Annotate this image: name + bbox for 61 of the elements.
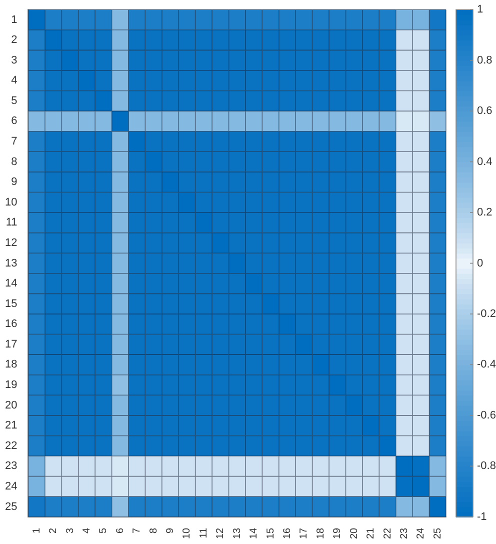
x-tick-label: 19 (332, 527, 344, 539)
color-bar-label: -0.2 (477, 308, 496, 320)
y-tick-label: 25 (4, 500, 18, 513)
color-bar-label: 0.4 (477, 156, 492, 168)
x-tick-label: 12 (215, 527, 226, 539)
x-tick-label: 9 (165, 527, 176, 534)
x-tick-label: 2 (48, 527, 60, 534)
y-tick-label: 10 (4, 196, 18, 208)
x-tick-label: 3 (64, 527, 76, 534)
x-tick-label: 7 (132, 527, 143, 534)
y-tick-label: 23 (4, 460, 18, 472)
y-tick-label: 20 (4, 399, 18, 412)
y-tick-label: 13 (4, 257, 18, 270)
y-tick-label: 2 (11, 34, 18, 46)
x-tick-label: 14 (248, 527, 260, 539)
y-tick-label: 8 (11, 156, 18, 168)
color-bar-label: 0 (477, 257, 484, 270)
y-tick-label: 11 (6, 216, 18, 229)
color-bar-label: -0.4 (477, 358, 496, 371)
color-bar-label: 0.2 (477, 206, 492, 219)
y-tick-label: 24 (4, 480, 18, 492)
y-tick-label: 7 (11, 136, 18, 148)
x-tick-label: 10 (182, 527, 193, 539)
x-tick-label: 24 (416, 527, 427, 539)
y-tick-label: 3 (11, 54, 18, 66)
y-tick-label: 4 (11, 74, 18, 87)
x-tick-label: 1 (31, 527, 42, 534)
color-bar-label: -1 (477, 510, 487, 523)
x-tick-label: 21 (366, 527, 377, 539)
x-tick-label: 8 (148, 527, 160, 534)
x-tick-label: 18 (315, 527, 326, 539)
x-tick-label: 16 (282, 527, 293, 539)
x-tick-label: 25 (432, 527, 444, 539)
y-tick-label: 9 (11, 176, 18, 188)
y-tick-label: 16 (4, 318, 18, 330)
y-tick-label: 6 (11, 115, 18, 128)
x-tick-label: 23 (398, 527, 410, 539)
color-bar-label: 1 (477, 4, 484, 16)
x-tick-label: 13 (232, 527, 243, 539)
y-tick-label: 22 (4, 440, 18, 452)
color-bar-label: 0.6 (477, 105, 492, 118)
y-tick-label: 17 (4, 338, 18, 350)
y-tick-label: 12 (4, 236, 18, 249)
color-bar-label: -0.6 (477, 409, 496, 422)
y-tick-label: 1 (11, 14, 18, 26)
x-tick-label: 6 (114, 527, 126, 534)
y-tick-label: 18 (4, 358, 18, 371)
y-tick-label: 21 (4, 420, 18, 432)
y-tick-label: 15 (4, 298, 18, 310)
x-tick-label: 5 (98, 527, 110, 534)
y-tick-label: 14 (4, 278, 18, 290)
color-bar-label: 0.8 (477, 54, 492, 66)
x-tick-label: 17 (298, 527, 310, 539)
x-tick-label: 15 (265, 527, 276, 539)
x-tick-label: 20 (348, 527, 360, 539)
x-tick-label: 11 (198, 527, 210, 538)
x-tick-label: 22 (382, 527, 394, 539)
y-tick-label: 5 (11, 94, 18, 107)
color-bar-label: -0.8 (477, 460, 496, 472)
x-tick-label: 4 (81, 527, 92, 534)
y-tick-label: 19 (4, 379, 18, 392)
